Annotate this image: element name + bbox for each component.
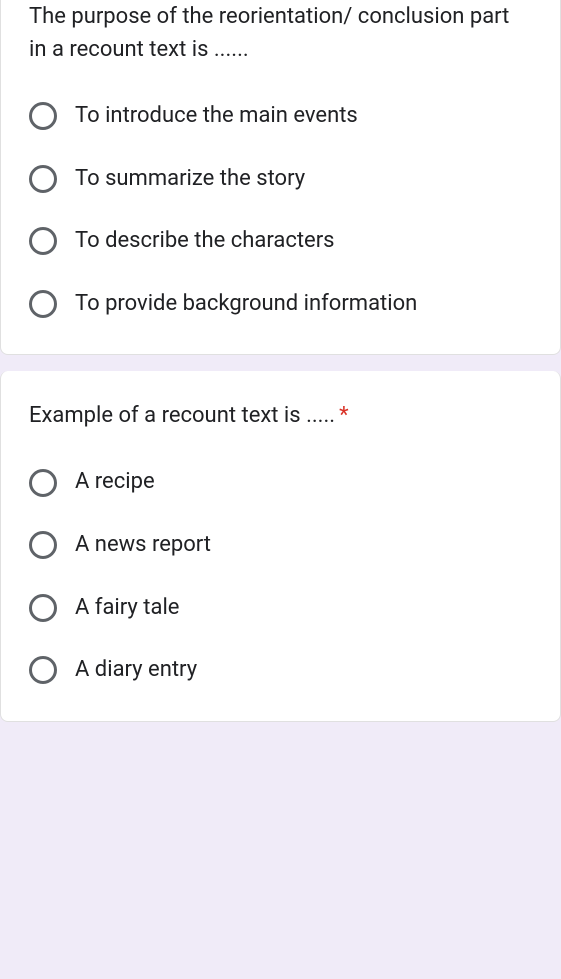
option-row-2-1[interactable]: A news report <box>29 531 532 560</box>
option-row-2-2[interactable]: A fairy tale <box>29 594 532 623</box>
option-row-1-1[interactable]: To summarize the story <box>29 165 532 194</box>
required-marker: * <box>339 403 348 428</box>
radio-icon <box>29 656 57 684</box>
option-row-2-3[interactable]: A diary entry <box>29 656 532 685</box>
option-row-1-3[interactable]: To provide background information <box>29 290 532 319</box>
radio-icon <box>29 594 57 622</box>
option-label-1-1: To summarize the story <box>75 165 305 194</box>
option-label-2-1: A news report <box>75 531 211 560</box>
option-label-1-3: To provide background information <box>75 290 417 319</box>
radio-icon <box>29 290 57 318</box>
option-label-1-0: To introduce the main events <box>75 102 358 131</box>
option-label-1-2: To describe the characters <box>75 227 335 256</box>
option-row-1-2[interactable]: To describe the characters <box>29 227 532 256</box>
radio-icon <box>29 165 57 193</box>
question-card-1: The purpose of the reorientation/ conclu… <box>0 0 561 355</box>
options-group-1: To introduce the main events To summariz… <box>29 102 532 318</box>
radio-icon <box>29 469 57 497</box>
radio-icon <box>29 531 57 559</box>
question-text-2: Example of a recount text is .....* <box>29 399 532 432</box>
option-label-2-0: A recipe <box>75 468 155 497</box>
option-row-1-0[interactable]: To introduce the main events <box>29 102 532 131</box>
question-card-2: Example of a recount text is .....* A re… <box>0 371 561 721</box>
radio-icon <box>29 227 57 255</box>
option-label-2-3: A diary entry <box>75 656 197 685</box>
question-text-1: The purpose of the reorientation/ conclu… <box>29 0 532 66</box>
option-label-2-2: A fairy tale <box>75 594 179 623</box>
question-2-label: Example of a recount text is ..... <box>29 403 335 428</box>
options-group-2: A recipe A news report A fairy tale A di… <box>29 468 532 684</box>
radio-icon <box>29 102 57 130</box>
question-1-label: The purpose of the reorientation/ conclu… <box>29 4 509 62</box>
option-row-2-0[interactable]: A recipe <box>29 468 532 497</box>
